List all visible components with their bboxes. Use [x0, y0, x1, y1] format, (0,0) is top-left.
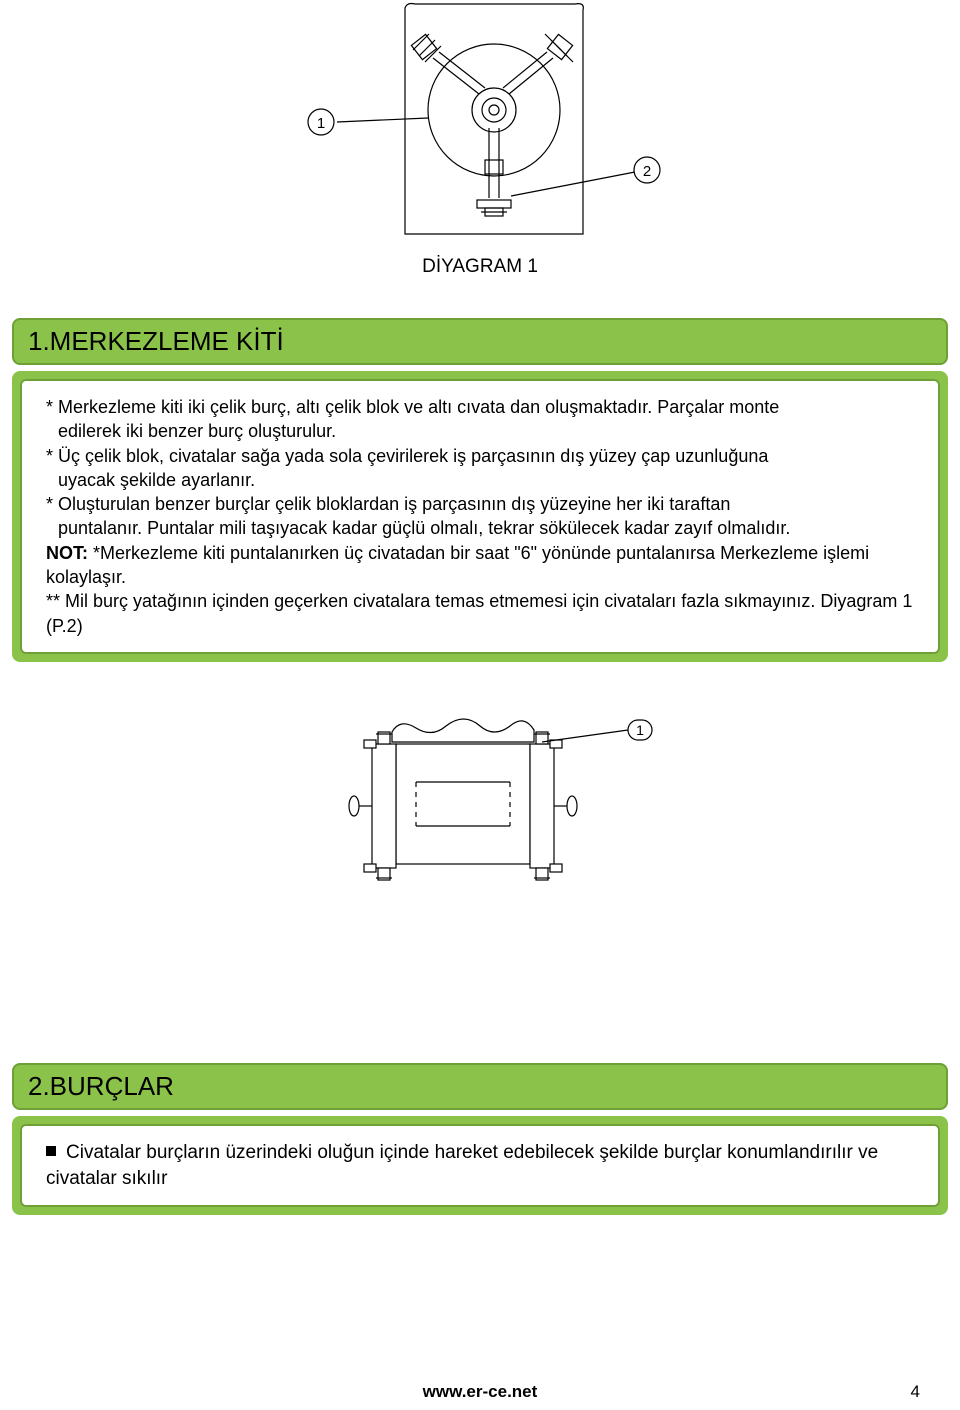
section-1-note2: ** Mil burç yatağının içinden geçerken c… [46, 589, 914, 638]
section-2-text: Civatalar burçların üzerindeki oluğun iç… [46, 1142, 878, 1189]
section-1-p5: * Oluşturulan benzer burçlar çelik blokl… [46, 492, 914, 516]
section-1-p2: edilerek iki benzer burç oluşturulur. [46, 419, 914, 443]
diagram-1-label-1: 1 [317, 115, 325, 132]
diagram-1-label-2: 2 [643, 163, 651, 180]
section-2-content-outer: Civatalar burçların üzerindeki oluğun iç… [12, 1116, 948, 1215]
page-number: 4 [911, 1382, 920, 1402]
section-1-p4: uyacak şekilde ayarlanır. [46, 468, 914, 492]
footer-url: www.er-ce.net [423, 1382, 538, 1401]
section-1-p6: puntalanır. Puntalar mili taşıyacak kada… [46, 516, 914, 540]
diagram-2-label-1: 1 [636, 722, 644, 738]
diagram-1-svg: 1 2 [295, 0, 665, 248]
bullet-icon [46, 1146, 56, 1156]
section-2-content-inner: Civatalar burçların üzerindeki oluğun iç… [20, 1124, 940, 1207]
section-1-p3: * Üç çelik blok, civatalar sağa yada sol… [46, 444, 914, 468]
section-1-title-band: 1.MERKEZLEME KİTİ [12, 318, 948, 365]
section-1-p1: * Merkezleme kiti iki çelik burç, altı ç… [46, 395, 914, 419]
section-2-title-band: 2.BURÇLAR [12, 1063, 948, 1110]
diagram-2-svg: 1 [296, 702, 664, 898]
diagram-1-caption: DİYAGRAM 1 [12, 256, 948, 278]
section-1-content-outer: * Merkezleme kiti iki çelik burç, altı ç… [12, 371, 948, 662]
footer: www.er-ce.net 4 [0, 1382, 960, 1402]
section-1-content-inner: * Merkezleme kiti iki çelik burç, altı ç… [20, 379, 940, 654]
section-1-note1: NOT: *Merkezleme kiti puntalanırken üç c… [46, 541, 914, 590]
